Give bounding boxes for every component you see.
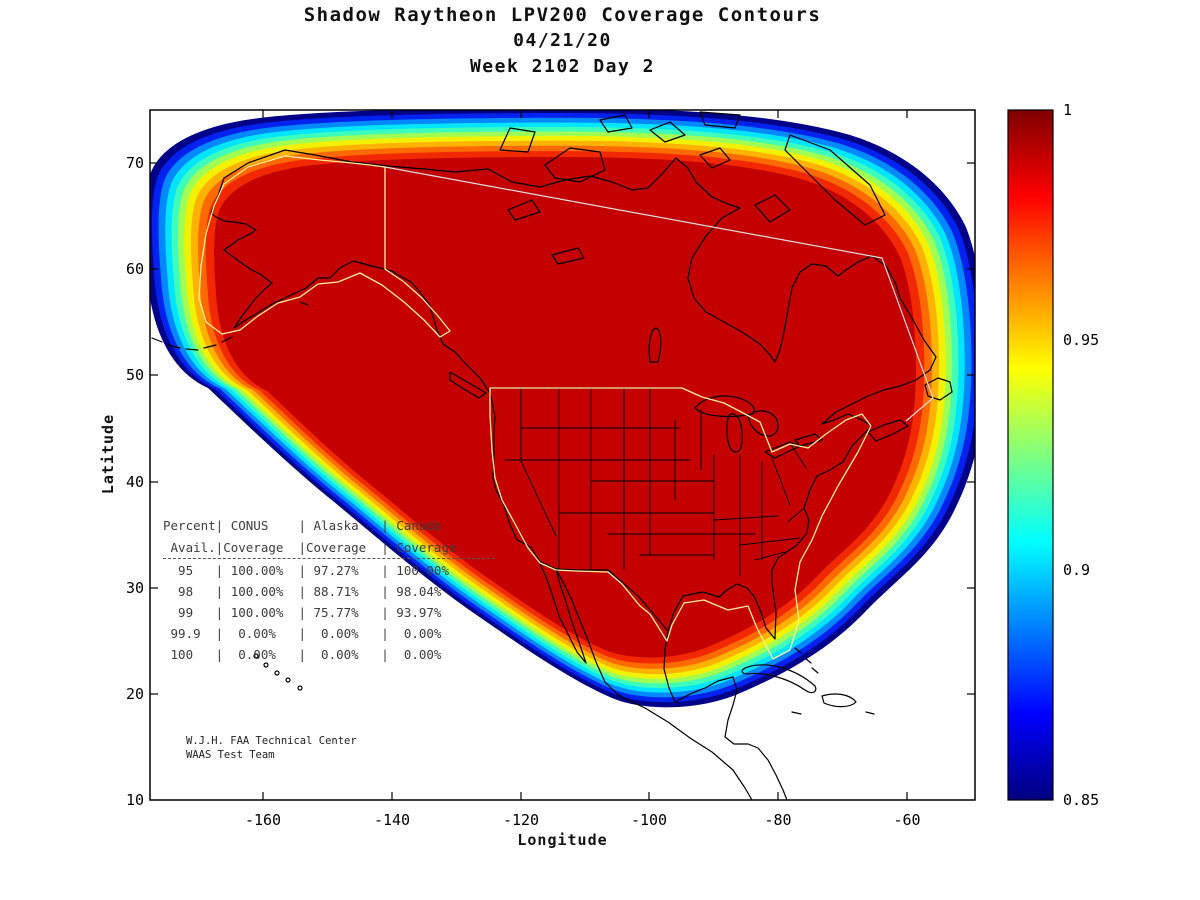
tick-marks (150, 110, 975, 800)
evaluation-boundaries (198, 155, 934, 660)
coverage-table-header: Avail.|Coverage |Coverage | Coverage (163, 540, 457, 555)
y-tick-label: 50 (125, 366, 144, 384)
colorbar-tick-label: 0.9 (1063, 561, 1091, 579)
canada-boundary (384, 166, 934, 422)
axes-frame (149, 109, 976, 801)
y-tick-label: 60 (125, 260, 144, 278)
caribbean-islands (741, 647, 875, 715)
x-tick-label: -160 (244, 811, 282, 829)
canadian-lakes (507, 199, 662, 363)
conus-boundary (489, 387, 872, 660)
y-tick-label: 40 (125, 473, 144, 491)
contour-band-interior (214, 157, 916, 658)
figure-title: Shadow Raytheon LPV200 Coverage Contours (303, 4, 822, 26)
figure-week-day: Week 2102 Day 2 (469, 56, 656, 77)
y-tick-label: 70 (125, 154, 144, 172)
coverage-table-divider (163, 558, 495, 559)
x-tick-label: -100 (630, 811, 668, 829)
arctic-islands (499, 111, 886, 226)
colorbar-tick-label: 0.95 (1063, 331, 1100, 349)
y-tick-label: 30 (125, 579, 144, 597)
atlantic-islands (867, 377, 953, 442)
x-tick-label: -80 (764, 811, 792, 829)
state-borders (504, 387, 807, 576)
colorbar-tick-label: 1 (1063, 101, 1073, 119)
coastline-arctic-atlantic (210, 149, 937, 800)
x-tick-label: -120 (502, 811, 540, 829)
x-tick-label: -60 (893, 811, 921, 829)
geography (151, 111, 953, 800)
alaska-boundary (198, 155, 451, 338)
colorbar-tick-label: 0.85 (1063, 791, 1100, 809)
pacific-islands (151, 301, 487, 691)
x-tick-label: -140 (373, 811, 411, 829)
x-axis-label: Longitude (517, 831, 608, 849)
coverage-table-header: Percent| CONUS | Alaska | Canada (163, 518, 442, 533)
coverage-table-row: 98 | 100.00% | 88.71% | 98.04% (163, 584, 442, 599)
y-tick-label: 10 (125, 791, 144, 809)
coverage-table-row: 99.9 | 0.00% | 0.00% | 0.00% (163, 626, 442, 641)
credit-line: WAAS Test Team (186, 749, 275, 761)
colorbar (1007, 109, 1054, 801)
figure-date: 04/21/20 (513, 30, 612, 51)
credit-line: W.J.H. FAA Technical Center (186, 735, 357, 747)
coastline-pacific (210, 212, 753, 800)
coverage-table-row: 95 | 100.00% | 97.27% | 100.00% (163, 563, 449, 578)
y-axis-label: Latitude (99, 413, 117, 495)
coverage-table-row: 100 | 0.00% | 0.00% | 0.00% (163, 647, 442, 662)
y-tick-label: 20 (125, 685, 144, 703)
coverage-table-row: 99 | 100.00% | 75.77% | 93.97% (163, 605, 442, 620)
